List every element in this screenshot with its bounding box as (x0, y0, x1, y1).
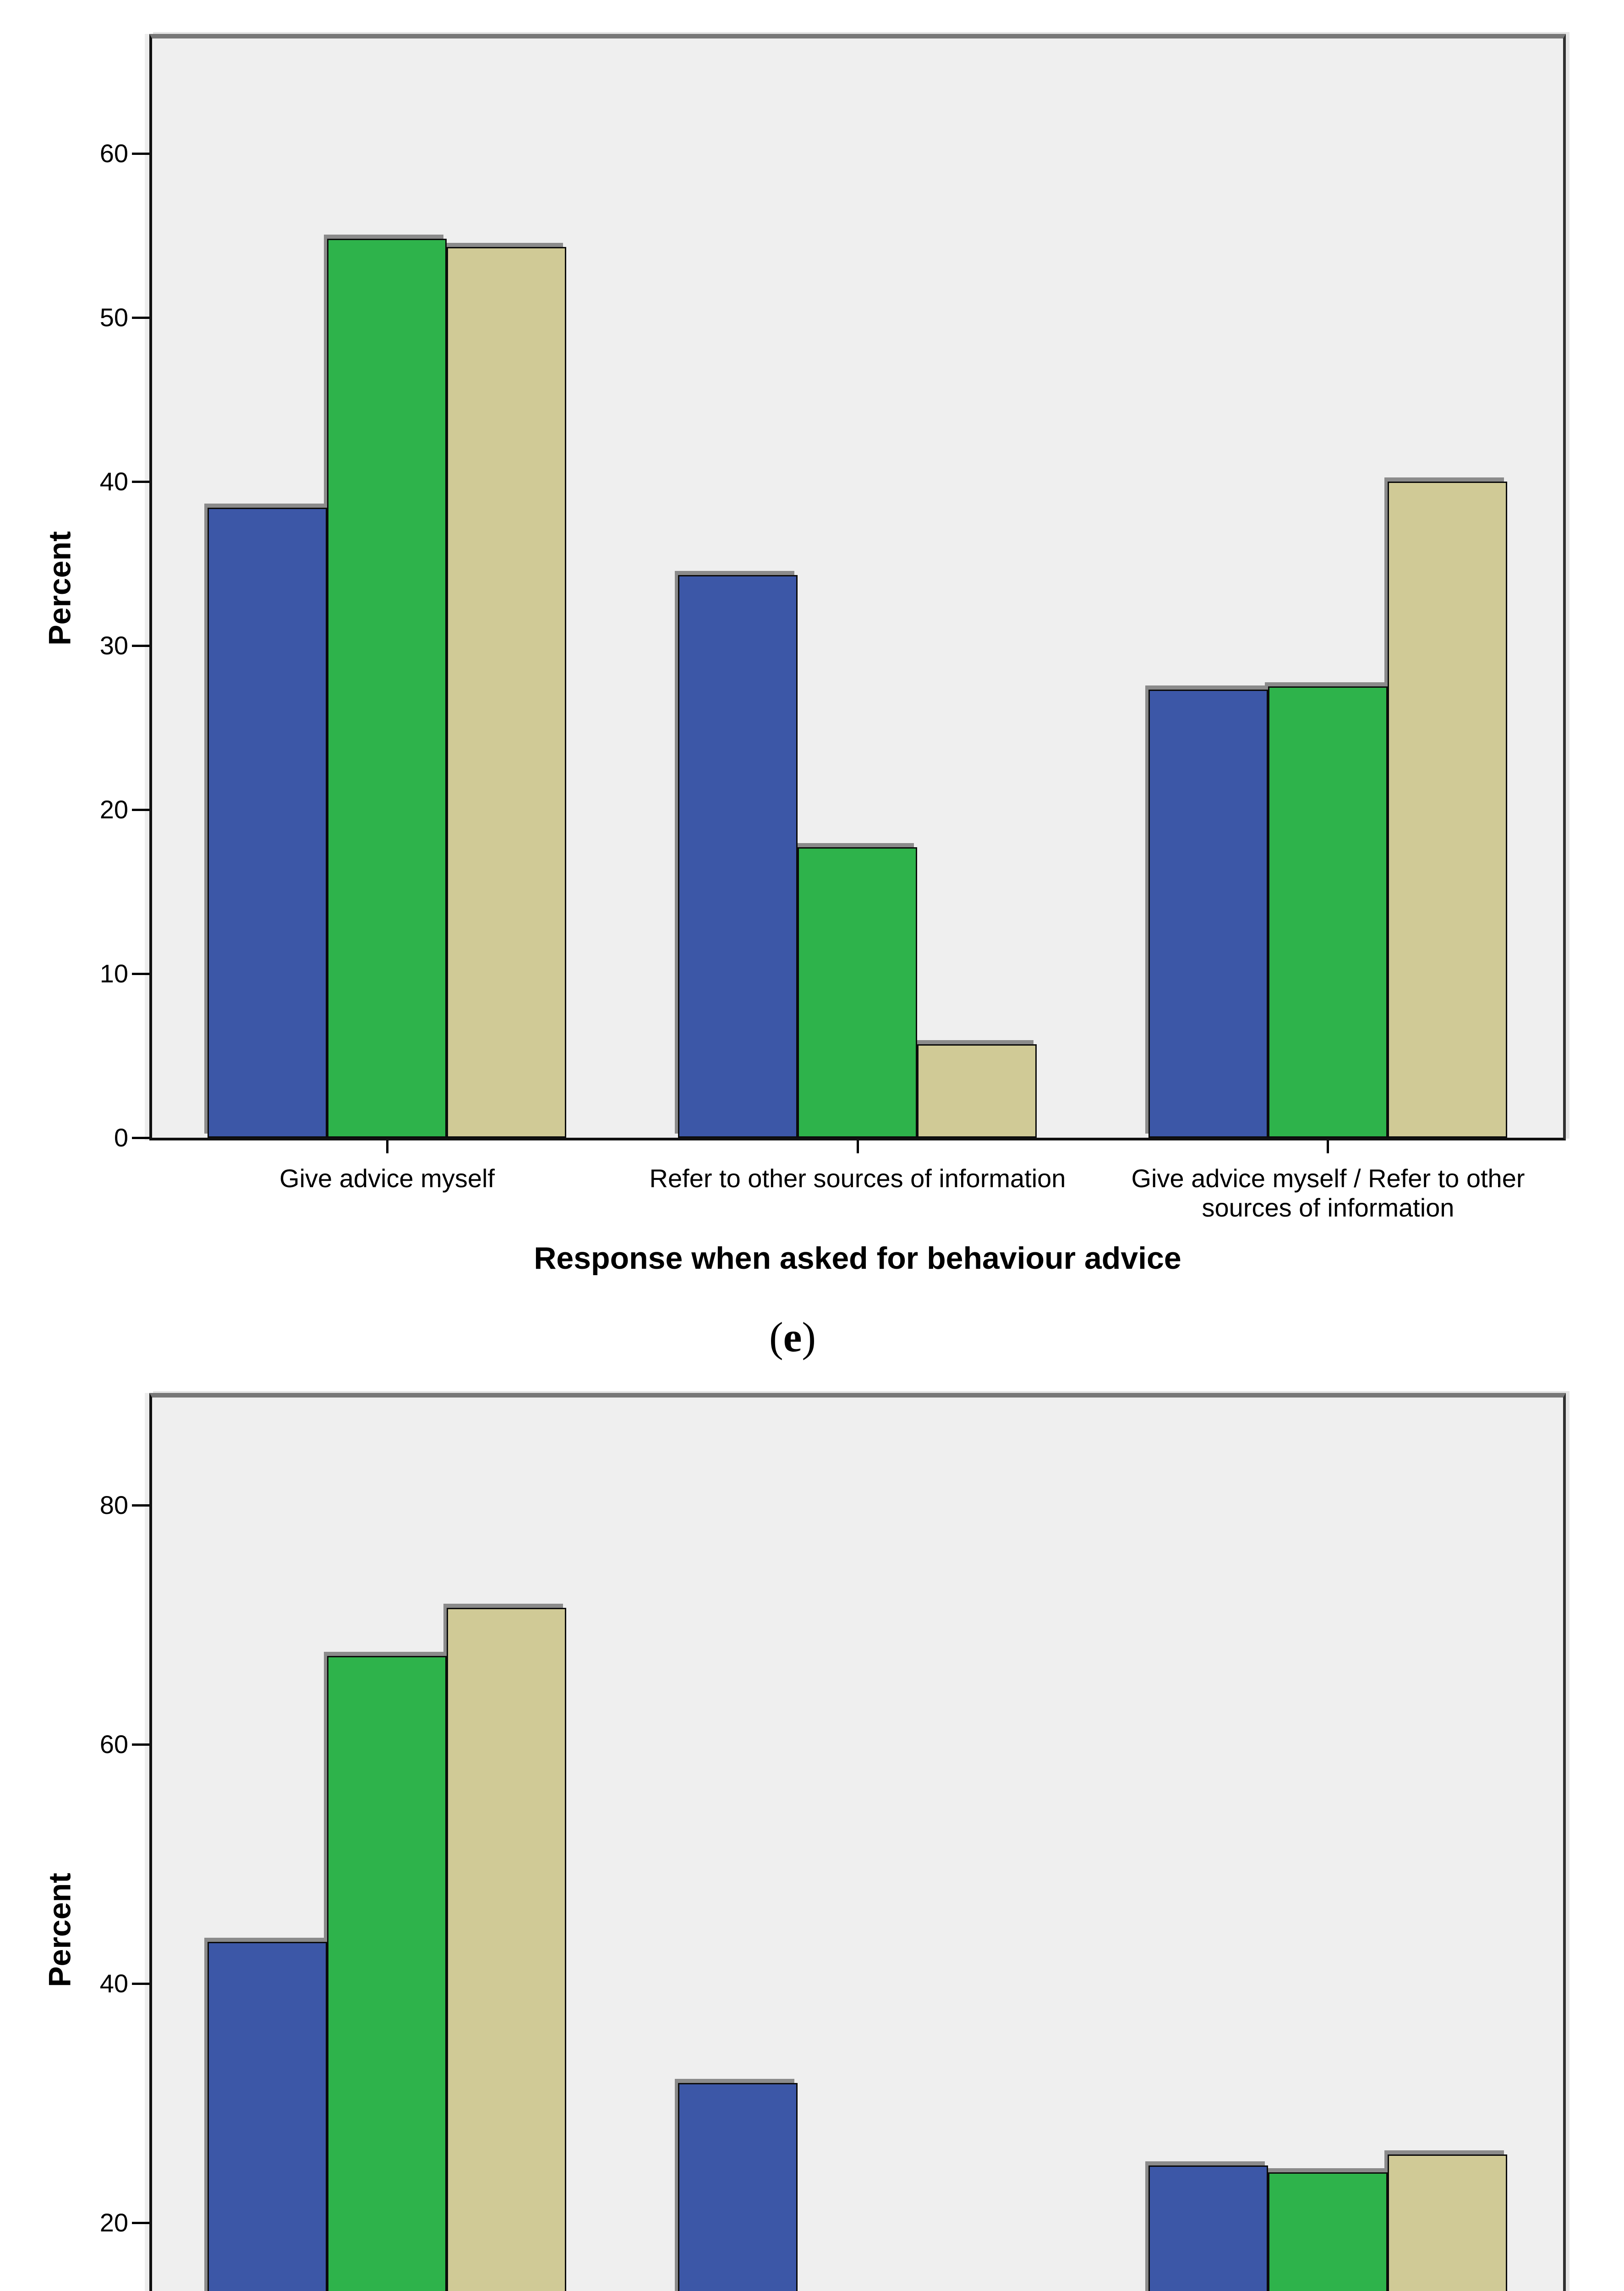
y-tick-label: 10 (99, 959, 128, 988)
y-tick-label: 60 (99, 138, 128, 168)
category-label: Refer to other sources of information (649, 1164, 1066, 1193)
series-blue-bar-cat0 (208, 508, 327, 1138)
y-tick-mark (132, 644, 149, 647)
x-tick-mark (857, 1140, 859, 1153)
y-tick-mark (132, 1137, 149, 1139)
y-tick-mark (132, 480, 149, 483)
series-green-bar-cat2 (1268, 686, 1388, 1138)
category-label: Give advice myself (279, 1164, 495, 1193)
y-tick-label: 0 (114, 1123, 128, 1152)
y-tick-label: 20 (99, 795, 128, 824)
series-blue-bar-cat2 (1148, 690, 1268, 1138)
y-tick-mark (132, 152, 149, 155)
y-tick-mark (132, 2221, 149, 2224)
series-tan-bar-cat1 (917, 1044, 1037, 1138)
y-axis-title: Percent (42, 1873, 77, 1987)
series-tan-bar-cat0 (447, 1608, 566, 2291)
series-blue-bar-cat0 (208, 1942, 327, 2291)
category-label: Give advice myself / Refer to other sour… (1131, 1164, 1525, 1222)
y-tick-mark (132, 1743, 149, 1746)
y-axis-title: Percent (42, 531, 77, 646)
y-tick-label: 40 (99, 466, 128, 496)
y-tick-mark (132, 316, 149, 319)
caption-close-paren: ) (802, 1314, 816, 1360)
series-green-bar-cat0 (327, 1656, 447, 2291)
y-tick-label: 30 (99, 630, 128, 660)
caption-letter: e (783, 1314, 802, 1360)
y-tick-mark (132, 972, 149, 975)
x-tick-mark (386, 1140, 388, 1153)
series-blue-bar-cat2 (1148, 2165, 1268, 2291)
y-tick-mark (132, 1982, 149, 1985)
y-tick-label: 40 (99, 1968, 128, 1998)
y-tick-mark (132, 1504, 149, 1507)
series-tan-bar-cat0 (447, 247, 566, 1138)
y-tick-label: 50 (99, 302, 128, 332)
y-tick-mark (132, 808, 149, 811)
series-green-bar-cat0 (327, 239, 447, 1138)
caption-open-paren: ( (769, 1314, 783, 1360)
y-tick-label: 60 (99, 1729, 128, 1759)
series-tan-bar-cat2 (1388, 2154, 1507, 2291)
series-green-bar-cat1 (798, 847, 917, 1138)
series-blue-bar-cat1 (678, 575, 798, 1138)
x-axis-title: Response when asked for behaviour advice (534, 1241, 1181, 1276)
plot-area (149, 34, 1566, 1140)
series-tan-bar-cat2 (1388, 482, 1507, 1138)
series-green-bar-cat2 (1268, 2172, 1388, 2291)
y-tick-label: 80 (99, 1490, 128, 1519)
panel-caption: (e) (0, 1314, 1585, 1360)
y-tick-label: 20 (99, 2208, 128, 2237)
x-tick-mark (1327, 1140, 1329, 1153)
plot-area (149, 1393, 1566, 2291)
series-blue-bar-cat1 (678, 2083, 798, 2291)
